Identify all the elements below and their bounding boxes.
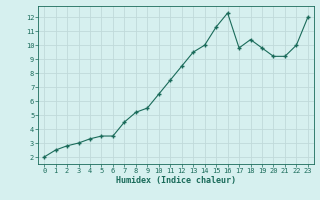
X-axis label: Humidex (Indice chaleur): Humidex (Indice chaleur) [116, 176, 236, 185]
